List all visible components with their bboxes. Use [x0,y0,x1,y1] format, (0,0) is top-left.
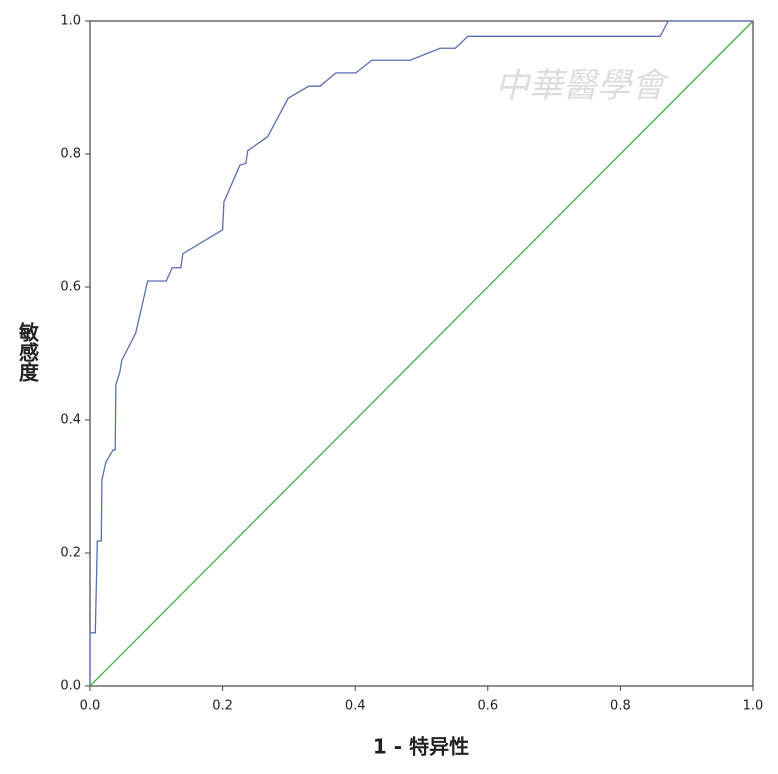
plot-frame [89,20,754,687]
y-tick-label: 0.8 [60,147,81,162]
x-tick-label: 0.2 [212,699,233,714]
x-tick-label: 0.0 [80,699,101,714]
x-tick-label: 1.0 [743,699,764,714]
watermark: 中華醫學會 [495,66,670,106]
x-tick-label: 0.6 [477,699,498,714]
y-tick-label: 0.4 [60,413,81,428]
roc-line [89,20,753,686]
y-tick-label: 1.0 [60,14,81,29]
y-tick-label: 0.6 [60,280,81,295]
y-tick-label: 0.2 [60,546,81,561]
y-tick-label: 0.0 [60,679,81,694]
roc-line [89,20,754,687]
x-axis-label: 1 - 特异性 [373,735,469,759]
y-axis-label: 敏感度 [16,321,40,383]
x-tick-label: 0.8 [610,699,631,714]
x-tick-label: 0.4 [345,699,366,714]
